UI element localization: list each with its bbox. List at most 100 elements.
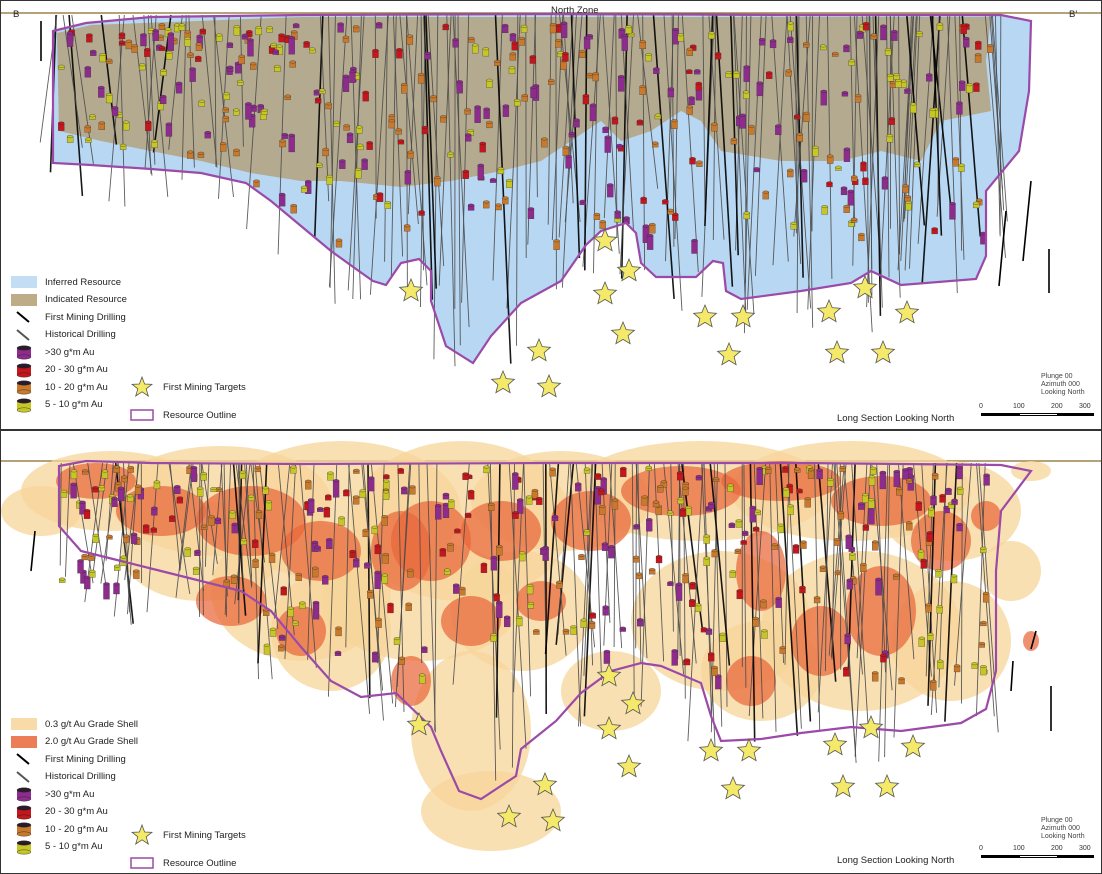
intercept-mark (175, 83, 183, 94)
intercept-mark (893, 471, 900, 487)
intercept-mark (305, 479, 312, 483)
drill-hole (619, 14, 634, 275)
intercept-mark (496, 544, 503, 548)
intercept-mark (978, 641, 985, 645)
intercept-mark (262, 486, 269, 490)
intercept-mark (812, 145, 819, 149)
intercept-mark (406, 34, 414, 38)
intercept-mark (82, 469, 89, 473)
drill-hole (635, 462, 648, 659)
intercept-mark (103, 582, 110, 586)
intercept-mark (869, 466, 877, 470)
drill-line-swatch (11, 328, 37, 341)
drill-hole (489, 462, 497, 781)
intercept-mark (695, 81, 702, 85)
intercept-mark (58, 121, 65, 125)
drill-hole (314, 14, 324, 237)
intercept-mark (600, 477, 607, 481)
intercept-mark (839, 466, 846, 469)
cylinder-icon (11, 398, 37, 412)
target-star (852, 274, 878, 299)
intercept-mark (417, 73, 425, 76)
intercept-mark (375, 22, 383, 26)
intercept-mark (739, 114, 746, 129)
intercept-mark (133, 569, 140, 573)
drill-line-swatch (11, 770, 37, 783)
drill-hole (132, 14, 153, 176)
intercept-mark (951, 498, 958, 502)
intercept-mark (325, 102, 332, 106)
intercept-mark (843, 204, 850, 208)
drill-hole (872, 14, 883, 308)
drill-hole (663, 14, 683, 311)
drill-hole (715, 14, 734, 287)
intercept-mark (322, 575, 329, 579)
drill-hole (609, 462, 623, 649)
intercept-mark (527, 208, 535, 219)
intercept-mark (214, 517, 222, 521)
intercept-mark (920, 558, 927, 562)
intercept-mark (111, 496, 118, 500)
intercept-mark (843, 148, 851, 162)
intercept-mark (579, 49, 586, 53)
intercept-mark (787, 168, 794, 172)
drill-hole (640, 462, 650, 707)
intercept-mark (279, 139, 286, 143)
intercept-mark (152, 30, 159, 41)
intercept-mark (881, 177, 889, 190)
legend-label: Historical Drilling (45, 329, 116, 340)
intercept-mark (653, 67, 660, 71)
intercept-mark (765, 466, 772, 470)
target-star (398, 277, 424, 302)
intercept-mark (123, 120, 130, 124)
drill-hole (1010, 660, 1014, 692)
intercept-mark (983, 474, 990, 486)
scale-bar: 0 100 200 300 (979, 845, 1094, 861)
intercept-mark (696, 160, 703, 164)
intercept-mark (509, 33, 517, 36)
drill-hole (851, 462, 869, 729)
intercept-mark (127, 465, 134, 469)
intercept-mark (769, 39, 777, 43)
drill-hole (746, 14, 762, 310)
intercept-mark (736, 589, 743, 593)
intercept-mark (257, 104, 264, 108)
star-icon (129, 824, 155, 845)
intercept-mark (332, 480, 340, 498)
intercept-mark (464, 512, 472, 516)
intercept-mark (164, 27, 172, 31)
drill-hole (362, 462, 384, 721)
scale-tick: 100 (1013, 403, 1025, 410)
intercept-mark (350, 66, 357, 70)
intercept-mark (66, 135, 74, 138)
intercept-mark (530, 86, 537, 90)
intercept-mark (891, 29, 898, 33)
intercept-mark (734, 548, 742, 552)
drill-hole (789, 14, 812, 309)
intercept-mark (327, 471, 334, 475)
target-star (616, 753, 642, 778)
target-star (894, 299, 920, 324)
intercept-mark (382, 553, 389, 556)
intercept-mark (882, 650, 889, 654)
intercept-mark (317, 507, 324, 510)
intercept-mark (893, 469, 900, 473)
intercept-mark (361, 158, 368, 162)
intercept-mark (364, 562, 371, 566)
intercept-mark (281, 133, 288, 136)
intercept-mark (290, 465, 297, 469)
intercept-mark (89, 114, 96, 118)
intercept-mark (349, 549, 356, 553)
drill-hole (105, 462, 114, 561)
intercept-mark (743, 66, 750, 82)
intercept-mark (152, 29, 159, 33)
intercept-mark (467, 129, 474, 132)
drill-hole (975, 462, 986, 717)
intercept-mark (467, 203, 475, 207)
intercept-mark (905, 200, 912, 204)
drill-hole (188, 462, 205, 592)
intercept-mark (117, 486, 125, 490)
intercept-mark (652, 141, 659, 145)
legend-item: 20 - 30 g*m Au (11, 805, 108, 819)
intercept-mark (247, 39, 254, 57)
